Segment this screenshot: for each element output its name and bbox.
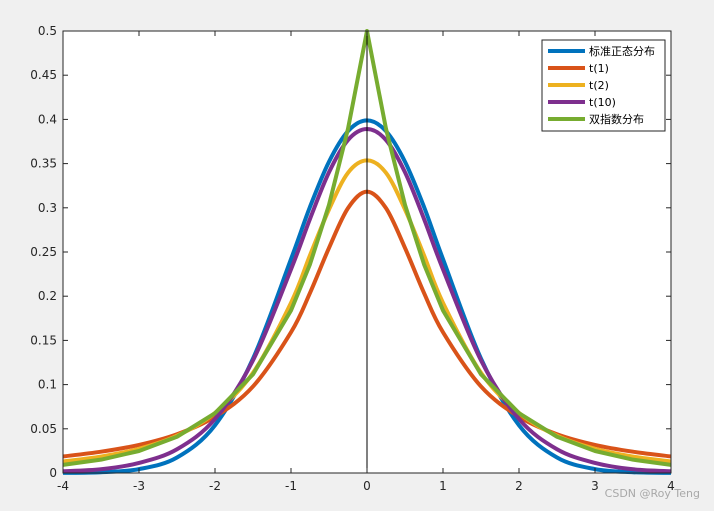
legend-label: t(10): [589, 96, 616, 109]
x-tick-label: 2: [515, 479, 523, 493]
y-tick-label: 0.15: [30, 333, 57, 347]
y-tick-label: 0.25: [30, 245, 57, 259]
y-tick-label: 0.05: [30, 422, 57, 436]
legend: 标准正态分布 t(1) t(2) t(10) 双指数分布: [541, 39, 666, 132]
x-tick-label: 0: [363, 479, 371, 493]
y-tick-label: 0.3: [38, 201, 57, 215]
x-tick-label: -3: [133, 479, 145, 493]
tick-layer: -4 -3 -2 -1 0 1 2 3 4 0 0.05 0.1 0.15 0.2 0.25 0.3 0.35 0…: [30, 24, 675, 493]
legend-label: 双指数分布: [589, 112, 644, 126]
y-tick-label: 0.2: [38, 289, 57, 303]
y-tick-label: 0: [49, 466, 57, 480]
x-tick-label: -4: [57, 479, 69, 493]
watermark: CSDN @Roy Teng: [605, 487, 700, 500]
x-tick-label: -1: [285, 479, 297, 493]
x-tick-label: 3: [591, 479, 599, 493]
y-tick-label: 0.5: [38, 24, 57, 38]
legend-label: t(1): [589, 62, 609, 75]
legend-label: 标准正态分布: [589, 44, 655, 58]
x-tick-label: 1: [439, 479, 447, 493]
x-tick-label: -2: [209, 479, 221, 493]
y-tick-label: 0.1: [38, 378, 57, 392]
y-tick-label: 0.4: [38, 112, 57, 126]
legend-label: t(2): [589, 79, 609, 92]
x-tick-label: 4: [667, 479, 675, 493]
y-tick-label: 0.45: [30, 68, 57, 82]
y-tick-label: 0.35: [30, 157, 57, 171]
